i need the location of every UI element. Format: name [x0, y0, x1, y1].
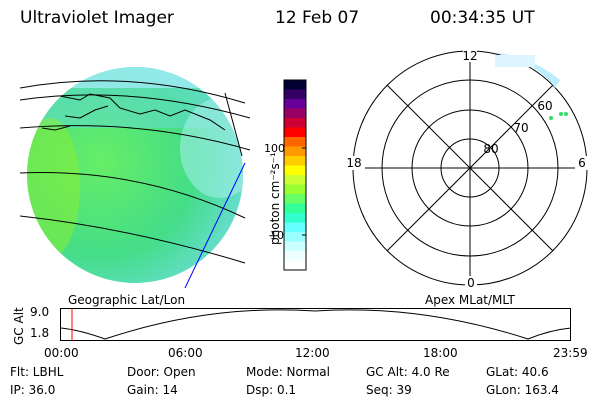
altitude-tick-high: 9.0 — [30, 305, 50, 319]
colorbar-swatch — [284, 203, 306, 214]
colorbar-swatch — [284, 89, 306, 100]
altitude-tick-low: 1.8 — [30, 326, 50, 340]
lat-label-80: 80 — [483, 142, 498, 156]
colorbar-tick-label: 100 — [264, 142, 285, 155]
mlt-label-0: 0 — [467, 276, 475, 290]
colorbar-swatch — [284, 146, 306, 157]
colorbar-swatch — [284, 108, 306, 119]
colorbar-swatch — [284, 80, 306, 90]
app-title: Ultraviolet Imager — [20, 8, 174, 28]
colorbar-swatch — [284, 241, 306, 252]
seq-value: Seq: 39 — [366, 383, 412, 397]
colorbar-swatch — [284, 137, 306, 147]
colorbar-swatch — [284, 184, 306, 195]
altitude-y-label: GC Alt — [12, 307, 26, 345]
time-tick-0600: 06:00 — [168, 346, 203, 360]
gc-alt-value: GC Alt: 4.0 Re — [366, 365, 450, 379]
image-date: 12 Feb 07 — [275, 8, 360, 28]
altitude-curve — [60, 309, 572, 340]
door-status: Door: Open — [127, 365, 196, 379]
colorbar-swatch — [284, 251, 306, 261]
mode-value: Mode: Normal — [246, 365, 330, 379]
image-time: 00:34:35 UT — [430, 8, 535, 28]
glon-value: GLon: 163.4 — [486, 383, 559, 397]
dsp-value: Dsp: 0.1 — [246, 383, 297, 397]
glat-value: GLat: 40.6 — [486, 365, 549, 379]
colorbar-swatch — [284, 232, 306, 242]
ip-value: IP: 36.0 — [10, 383, 56, 397]
lat-label-60: 60 — [537, 99, 552, 113]
colorbar-swatch — [284, 156, 306, 166]
altitude-plot — [60, 308, 572, 341]
colorbar-swatch — [284, 194, 306, 204]
polar-aurora-point — [564, 112, 568, 116]
colorbar-unit-label: photon cm⁻²s⁻¹ — [268, 152, 282, 245]
polar-plot: 12 0 18 6 60 70 80 — [345, 50, 589, 290]
terminator-line — [184, 162, 246, 288]
apex-caption: Apex MLat/MLT — [425, 293, 515, 307]
time-tick-1800: 18:00 — [423, 346, 458, 360]
colorbar-swatch — [284, 99, 306, 109]
lat-lon-grid — [20, 80, 250, 264]
coastline-outline — [41, 93, 226, 131]
mlt-label-6: 6 — [578, 156, 586, 170]
time-tick-0000: 00:00 — [44, 346, 79, 360]
colorbar-swatch — [284, 165, 306, 176]
colorbar-swatch — [284, 222, 306, 233]
colorbar-swatch — [284, 127, 306, 138]
colorbar: 100 10 — [264, 79, 307, 271]
time-tick-2359: 23:59 — [553, 346, 588, 360]
colorbar-swatch — [284, 175, 306, 185]
lat-label-70: 70 — [513, 121, 528, 135]
gain-value: Gain: 14 — [127, 383, 178, 397]
mlt-label-12: 12 — [462, 50, 477, 63]
uv-earth-image — [20, 67, 250, 288]
polar-aurora-point — [549, 116, 553, 120]
colorbar-swatch — [284, 213, 306, 223]
mlt-label-18: 18 — [346, 156, 361, 170]
polar-aurora-patch — [490, 52, 560, 88]
colorbar-tick-label: 10 — [270, 229, 284, 242]
time-tick-1200: 12:00 — [295, 346, 330, 360]
geographic-caption: Geographic Lat/Lon — [68, 293, 186, 307]
colorbar-swatch — [284, 260, 306, 271]
polar-aurora-point — [559, 112, 563, 116]
filter-value: Flt: LBHL — [10, 365, 64, 379]
colorbar-swatch — [284, 118, 306, 128]
